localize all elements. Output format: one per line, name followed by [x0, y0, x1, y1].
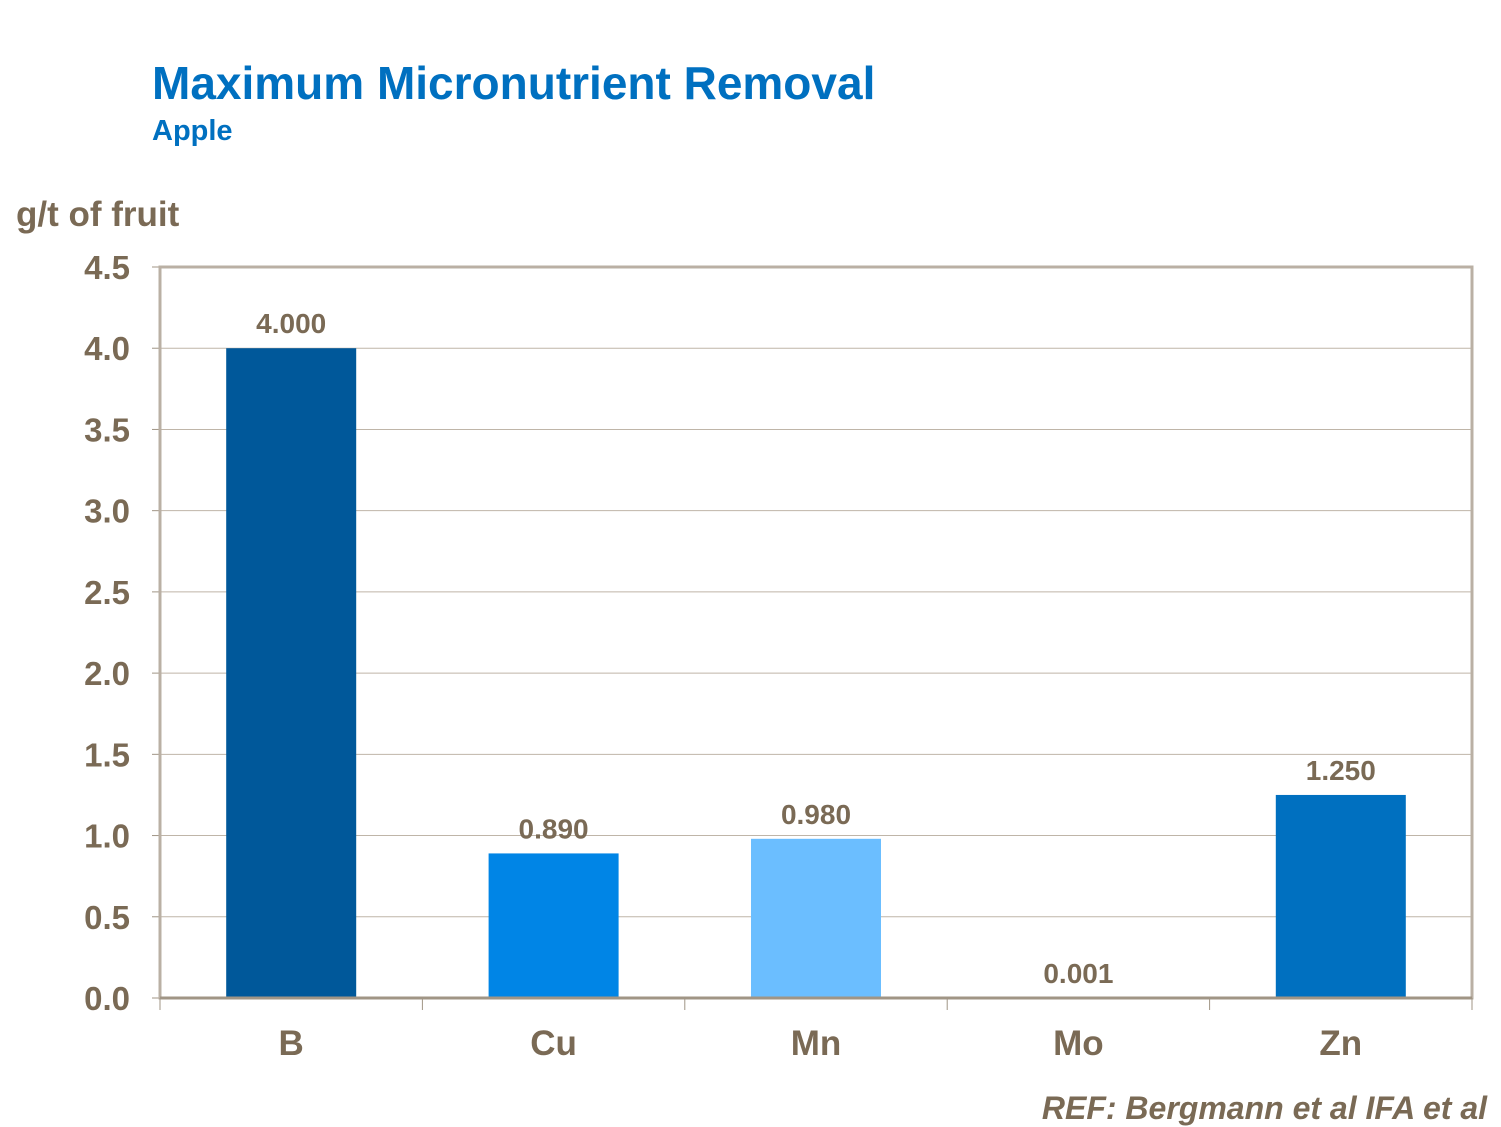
bar-Mn: [751, 838, 881, 998]
bar-B: [226, 348, 357, 998]
y-tick-label: 2.5: [84, 574, 130, 611]
x-tick-label: Mo: [1053, 1024, 1104, 1063]
x-tick-label: Cu: [530, 1024, 577, 1063]
y-tick-label: 1.5: [84, 736, 130, 773]
y-tick-label: 4.5: [84, 249, 130, 286]
data-label: 0.001: [1043, 958, 1113, 989]
y-tick-label: 3.5: [84, 411, 130, 448]
x-tick-label: Zn: [1319, 1024, 1362, 1063]
y-tick-label: 4.0: [84, 330, 130, 367]
data-label: 1.250: [1306, 755, 1376, 786]
x-tick-label: Mn: [791, 1024, 842, 1063]
y-tick-label: 3.0: [84, 493, 130, 530]
y-tick-label: 0.0: [84, 980, 130, 1017]
x-tick-label: B: [279, 1024, 304, 1063]
data-label: 0.890: [519, 813, 589, 844]
reference-note: REF: Bergmann et al IFA et al: [1041, 1090, 1487, 1126]
y-tick-label: 2.0: [84, 655, 130, 692]
y-tick-label: 1.0: [84, 818, 130, 855]
chart-subtitle: Apple: [152, 115, 233, 147]
y-tick-label: 0.5: [84, 899, 130, 936]
data-label: 4.000: [256, 308, 326, 339]
bar-Zn: [1275, 794, 1406, 998]
data-label: 0.980: [781, 799, 851, 830]
y-axis-label: g/t of fruit: [16, 195, 180, 234]
bar-Cu: [488, 853, 619, 998]
chart-title: Maximum Micronutrient Removal: [152, 57, 876, 109]
